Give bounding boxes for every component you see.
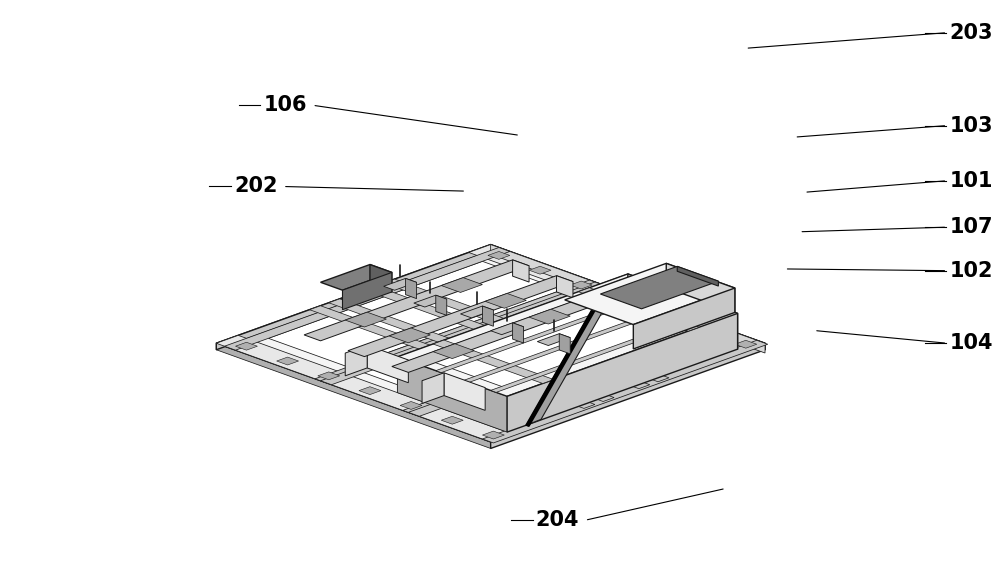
Polygon shape bbox=[304, 260, 529, 341]
Polygon shape bbox=[485, 293, 526, 308]
Polygon shape bbox=[611, 296, 633, 304]
Polygon shape bbox=[329, 299, 614, 402]
Text: 102: 102 bbox=[949, 261, 993, 281]
Polygon shape bbox=[315, 280, 600, 383]
Polygon shape bbox=[565, 264, 735, 325]
Polygon shape bbox=[491, 244, 765, 353]
Polygon shape bbox=[460, 306, 493, 318]
Polygon shape bbox=[482, 306, 493, 327]
Polygon shape bbox=[422, 373, 444, 403]
Polygon shape bbox=[345, 345, 367, 376]
Polygon shape bbox=[694, 325, 716, 333]
Polygon shape bbox=[513, 323, 524, 343]
Polygon shape bbox=[469, 244, 765, 351]
Polygon shape bbox=[403, 312, 688, 414]
Polygon shape bbox=[436, 295, 447, 315]
Polygon shape bbox=[444, 373, 485, 410]
Polygon shape bbox=[406, 278, 417, 299]
Polygon shape bbox=[397, 274, 738, 396]
Polygon shape bbox=[557, 276, 573, 298]
Polygon shape bbox=[482, 431, 504, 439]
Polygon shape bbox=[507, 314, 738, 432]
Polygon shape bbox=[318, 372, 340, 380]
Polygon shape bbox=[268, 261, 562, 367]
Polygon shape bbox=[321, 282, 606, 385]
Polygon shape bbox=[216, 335, 513, 442]
Polygon shape bbox=[677, 267, 718, 286]
Polygon shape bbox=[633, 288, 735, 349]
Polygon shape bbox=[392, 292, 617, 372]
Text: 106: 106 bbox=[263, 95, 307, 115]
Polygon shape bbox=[578, 288, 699, 331]
Polygon shape bbox=[463, 297, 699, 382]
Polygon shape bbox=[397, 274, 628, 393]
Polygon shape bbox=[488, 251, 510, 260]
Text: 101: 101 bbox=[949, 171, 993, 191]
Polygon shape bbox=[216, 343, 491, 449]
Polygon shape bbox=[653, 311, 674, 318]
Polygon shape bbox=[491, 244, 765, 350]
Text: 203: 203 bbox=[949, 23, 993, 42]
Polygon shape bbox=[526, 280, 621, 425]
Polygon shape bbox=[359, 386, 381, 395]
Polygon shape bbox=[570, 281, 592, 289]
Polygon shape bbox=[600, 267, 718, 309]
Polygon shape bbox=[384, 278, 417, 290]
Polygon shape bbox=[310, 306, 595, 409]
Polygon shape bbox=[348, 276, 573, 357]
Polygon shape bbox=[436, 288, 672, 372]
Text: 107: 107 bbox=[949, 217, 993, 237]
Polygon shape bbox=[666, 264, 735, 313]
Polygon shape bbox=[441, 278, 482, 292]
Polygon shape bbox=[529, 267, 551, 274]
Polygon shape bbox=[359, 294, 650, 399]
Polygon shape bbox=[491, 343, 765, 449]
Polygon shape bbox=[559, 333, 570, 354]
Polygon shape bbox=[364, 286, 650, 389]
Polygon shape bbox=[491, 307, 727, 392]
Polygon shape bbox=[225, 247, 510, 350]
Polygon shape bbox=[235, 342, 257, 350]
Polygon shape bbox=[370, 265, 392, 292]
Polygon shape bbox=[537, 333, 570, 346]
Polygon shape bbox=[482, 340, 768, 443]
Polygon shape bbox=[414, 295, 447, 307]
Polygon shape bbox=[600, 292, 617, 314]
Polygon shape bbox=[735, 340, 757, 348]
Polygon shape bbox=[389, 328, 430, 343]
Polygon shape bbox=[367, 345, 408, 383]
Polygon shape bbox=[321, 265, 392, 290]
Polygon shape bbox=[397, 357, 507, 432]
Text: 202: 202 bbox=[234, 176, 277, 197]
Polygon shape bbox=[441, 416, 463, 424]
Polygon shape bbox=[216, 244, 765, 442]
Polygon shape bbox=[216, 244, 491, 350]
Text: 103: 103 bbox=[949, 115, 993, 136]
Polygon shape bbox=[384, 279, 669, 382]
Text: 104: 104 bbox=[949, 333, 993, 353]
Polygon shape bbox=[433, 340, 554, 384]
Polygon shape bbox=[628, 274, 738, 349]
Polygon shape bbox=[400, 402, 422, 409]
Polygon shape bbox=[408, 314, 694, 416]
Polygon shape bbox=[422, 283, 713, 388]
Polygon shape bbox=[277, 357, 299, 365]
Polygon shape bbox=[491, 323, 524, 335]
Polygon shape bbox=[342, 272, 392, 310]
Polygon shape bbox=[433, 344, 474, 359]
Polygon shape bbox=[529, 309, 570, 324]
Polygon shape bbox=[513, 260, 529, 282]
Text: 204: 204 bbox=[536, 510, 579, 530]
Polygon shape bbox=[408, 278, 644, 363]
Polygon shape bbox=[345, 312, 386, 327]
